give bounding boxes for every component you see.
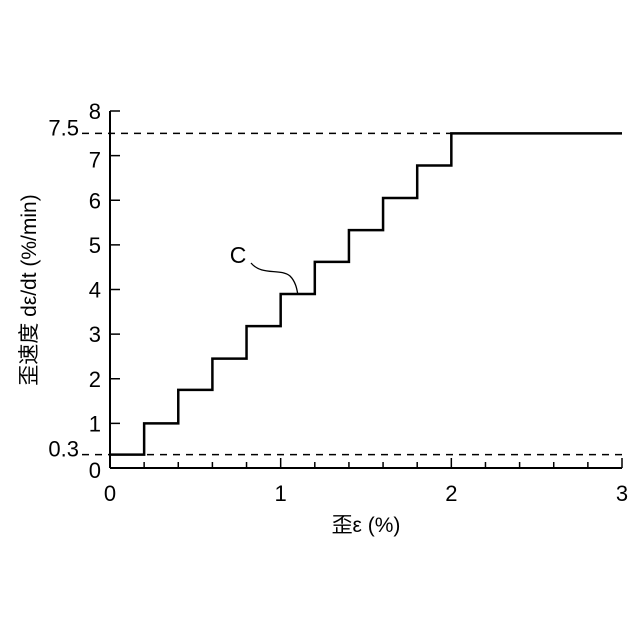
x-axis-title: 歪ε (%) [332, 514, 401, 537]
x-tick-label: 2 [445, 481, 457, 506]
annotations: C [230, 242, 298, 294]
x-tick-label: 3 [616, 481, 628, 506]
y-tick-label: 2 [89, 367, 101, 392]
y-tick-label: 5 [89, 233, 101, 258]
annotation-label: C [230, 242, 247, 268]
y-extra-tick-label: 0.3 [48, 437, 79, 462]
y-tick-label: 6 [89, 188, 101, 213]
y-axis-title: 歪速度 dε/dt (%/min) [18, 194, 41, 385]
y-tick-label: 3 [89, 322, 101, 347]
y-extra-tick-label: 7.5 [48, 115, 79, 140]
axis-labels: 歪ε (%) 歪速度 dε/dt (%/min) [18, 194, 400, 537]
y-tick-label: 8 [89, 99, 101, 124]
x-tick-label: 1 [275, 481, 287, 506]
axes: 0 1 2 3 0 1 2 3 4 5 6 7 8 0.3 7.5 [48, 99, 628, 506]
y-tick-label: 1 [89, 411, 101, 436]
annotation-leader [251, 263, 298, 294]
reference-lines [82, 133, 622, 454]
y-tick-label: 0 [89, 458, 101, 483]
series [110, 133, 622, 454]
x-tick-label: 0 [104, 481, 116, 506]
y-tick-label: 4 [89, 278, 101, 303]
y-tick-label: 7 [89, 148, 101, 173]
step-line [110, 133, 622, 454]
